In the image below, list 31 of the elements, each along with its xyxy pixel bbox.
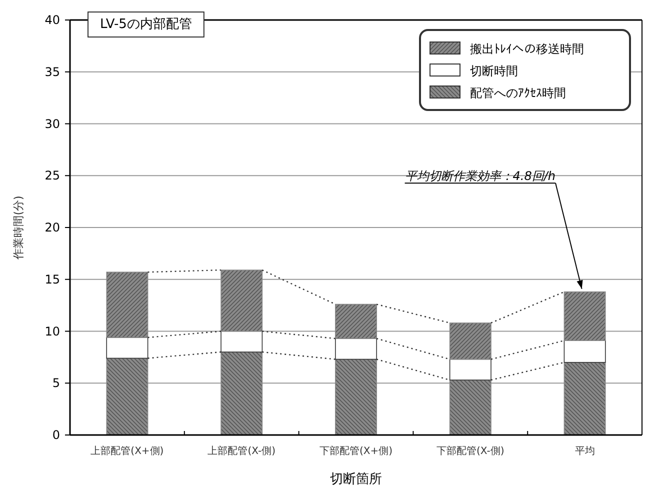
- annotation: 平均切断作業効率：4.8回/h: [404, 169, 556, 184]
- legend-label: 配管へのｱｸｾｽ時間: [470, 86, 566, 100]
- x-tick-label: 上部配管(X-側): [208, 445, 276, 457]
- bar: [106, 358, 148, 436]
- chart-title: LV-5の内部配管: [100, 17, 192, 32]
- bar: [220, 270, 263, 332]
- y-tick-label: 40: [44, 13, 60, 27]
- legend-label: 切断時間: [470, 64, 518, 78]
- y-tick-label: 35: [44, 64, 60, 79]
- bar: [335, 358, 377, 436]
- y-tick-label: 0: [52, 428, 60, 442]
- y-tick-label: 10: [44, 324, 60, 338]
- legend-label: 搬出ﾄﾚｲへの移送時間: [470, 42, 584, 56]
- bar: [564, 362, 606, 436]
- bar: [449, 380, 492, 436]
- x-tick-label: 下部配管(X-側): [436, 445, 504, 457]
- y-tick-label: 20: [44, 220, 60, 234]
- bar: [564, 291, 606, 341]
- y-axis-title: 作業時間(分): [12, 196, 25, 260]
- x-tick-label: 上部配管(X+側): [90, 445, 164, 457]
- y-tick-label: 5: [52, 376, 60, 390]
- x-axis-title: 切断箇所: [330, 472, 382, 487]
- x-tick-label: 平均: [574, 445, 595, 457]
- bar: [220, 352, 263, 436]
- y-tick-label: 15: [44, 272, 60, 286]
- y-tick-label: 25: [44, 168, 60, 183]
- y-tick-label: 30: [44, 116, 60, 131]
- bar: [335, 304, 377, 339]
- x-tick-label: 下部配管(X+側): [319, 445, 393, 457]
- bar: [449, 322, 492, 360]
- bar: [106, 272, 148, 338]
